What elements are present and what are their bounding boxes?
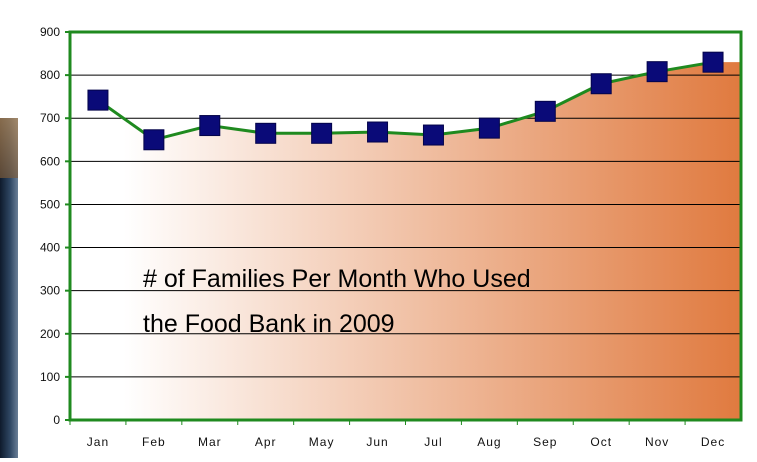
y-tick-label: 700 [40, 111, 60, 125]
y-tick-label: 800 [40, 68, 60, 82]
x-tick-label: Mar [198, 435, 222, 449]
x-tick-label: Jun [366, 435, 388, 449]
y-tick-label: 600 [40, 154, 60, 168]
chart-title-line-1: # of Families Per Month Who Used [143, 265, 531, 293]
y-tick-label: 400 [40, 241, 60, 255]
x-tick-label: Aug [477, 435, 501, 449]
x-tick-label: Dec [701, 435, 725, 449]
x-tick-label: May [309, 435, 335, 449]
y-tick-label: 500 [40, 197, 60, 211]
data-point-marker [255, 122, 277, 144]
x-tick-label: Jul [424, 435, 442, 449]
y-tick-label: 300 [40, 284, 60, 298]
data-point-marker [590, 73, 612, 95]
data-point-marker [199, 115, 221, 137]
y-tick-label: 200 [40, 327, 60, 341]
data-point-marker [422, 124, 444, 146]
x-tick-label: Jan [87, 435, 109, 449]
y-tick-label: 0 [53, 413, 60, 427]
y-tick-label: 100 [40, 370, 60, 384]
data-point-marker [702, 51, 724, 73]
data-point-marker [87, 89, 109, 111]
chart-title-line-2: the Food Bank in 2009 [143, 310, 395, 338]
x-tick-label: Nov [645, 435, 669, 449]
data-point-marker [367, 121, 389, 143]
data-point-marker [646, 61, 668, 83]
area-fill [70, 62, 741, 421]
y-axis: 0 100 200 300 400 500 600 700 800 900 [40, 25, 70, 427]
series-markers [87, 51, 724, 151]
x-tick-label: Sep [533, 435, 557, 449]
x-tick-label: Feb [142, 435, 166, 449]
background-photo-strip [0, 118, 18, 458]
data-point-marker [143, 129, 165, 151]
y-tick-label: 900 [40, 25, 60, 39]
x-axis: Jan Feb Mar Apr May Jun Jul Aug Sep Oct Nov Dec [69, 420, 725, 449]
data-point-marker [311, 122, 333, 144]
gridlines [70, 74, 741, 378]
data-point-marker [534, 100, 556, 122]
x-tick-label: Apr [255, 435, 277, 449]
x-tick-label: Oct [590, 435, 612, 449]
data-point-marker [478, 117, 500, 139]
